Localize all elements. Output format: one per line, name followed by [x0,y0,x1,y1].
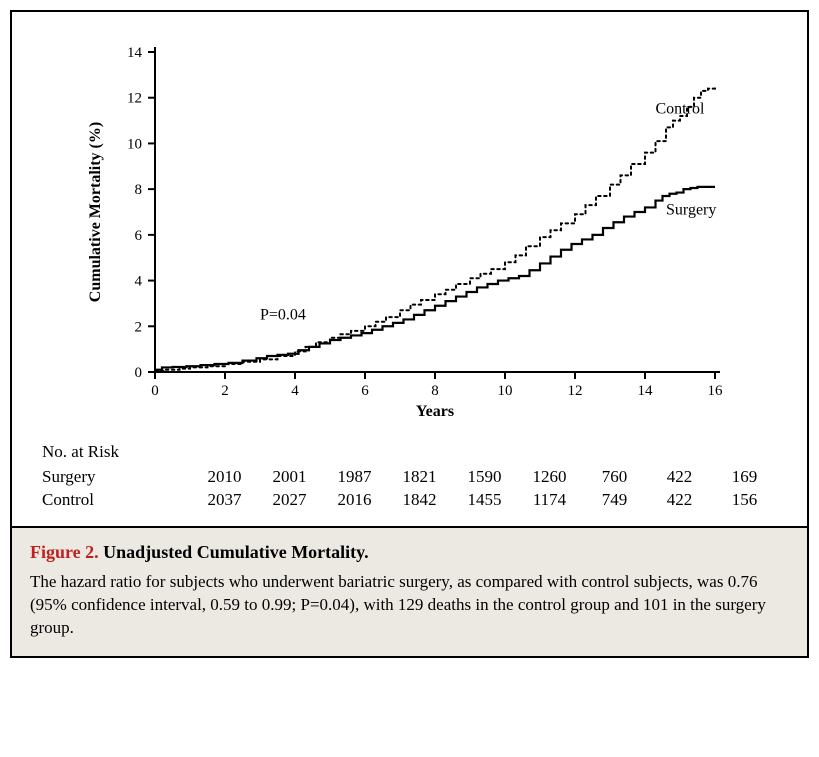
chart-panel: 0 2 4 6 8 10 12 14 0 2 4 6 8 10 12 14 16 Years Cumulative … [12,12,807,442]
x-tick-label: 16 [707,383,723,399]
risk-cell: 760 [582,466,647,489]
x-tick-label: 0 [151,383,159,399]
risk-cell: 1590 [452,466,517,489]
risk-row-values: 201020011987182115901260760422169 [192,466,777,489]
x-tick-label: 4 [291,383,299,399]
x-tick-label: 14 [637,383,653,399]
caption-title: Figure 2. Unadjusted Cumulative Mortalit… [30,542,789,563]
caption-panel: Figure 2. Unadjusted Cumulative Mortalit… [12,526,807,656]
risk-table: No. at Risk Surgery201020011987182115901… [12,442,807,526]
risk-cell: 2001 [257,466,322,489]
p-value-label: P=0.04 [260,306,306,323]
y-tick-label: 8 [134,182,142,198]
x-tick-label: 12 [567,383,582,399]
y-axis-label: Cumulative Mortality (%) [87,122,104,302]
risk-cell: 2016 [322,489,387,512]
y-tick-label: 0 [134,365,142,381]
risk-row: Control203720272016184214551174749422156 [42,489,777,512]
figure-container: 0 2 4 6 8 10 12 14 0 2 4 6 8 10 12 14 16 Years Cumulative … [10,10,809,658]
risk-cell: 2010 [192,466,257,489]
y-tick-label: 12 [127,91,142,107]
series-surgery [155,187,715,370]
risk-cell: 1987 [322,466,387,489]
x-tick-label: 10 [497,383,512,399]
risk-cell: 156 [712,489,777,512]
risk-cell: 1821 [387,466,452,489]
series-label-surgery: Surgery [666,201,716,218]
series-label-control: Control [655,101,704,118]
y-tick-label: 14 [127,45,143,61]
risk-cell: 2037 [192,489,257,512]
x-tick-label: 2 [221,383,229,399]
risk-row: Surgery201020011987182115901260760422169 [42,466,777,489]
risk-cell: 422 [647,489,712,512]
risk-row-values: 203720272016184214551174749422156 [192,489,777,512]
risk-row-label: Surgery [42,466,192,489]
x-axis-label: Years [415,403,453,420]
y-tick-label: 6 [134,228,142,244]
risk-row-label: Control [42,489,192,512]
risk-cell: 169 [712,466,777,489]
risk-table-header: No. at Risk [42,442,777,462]
series-control [155,86,715,371]
figure-title: Unadjusted Cumulative Mortality. [103,542,369,562]
x-tick-label: 6 [361,383,369,399]
risk-cell: 422 [647,466,712,489]
risk-cell: 1455 [452,489,517,512]
y-tick-label: 10 [127,136,142,152]
risk-cell: 1174 [517,489,582,512]
risk-cell: 1260 [517,466,582,489]
risk-cell: 2027 [257,489,322,512]
x-tick-label: 8 [431,383,439,399]
figure-number: Figure 2. [30,542,99,562]
risk-cell: 749 [582,489,647,512]
y-tick-label: 2 [134,319,142,335]
y-tick-label: 4 [134,274,142,290]
caption-body: The hazard ratio for subjects who underw… [30,571,789,640]
mortality-chart: 0 2 4 6 8 10 12 14 0 2 4 6 8 10 12 14 16 Years Cumulative … [60,32,760,432]
risk-cell: 1842 [387,489,452,512]
